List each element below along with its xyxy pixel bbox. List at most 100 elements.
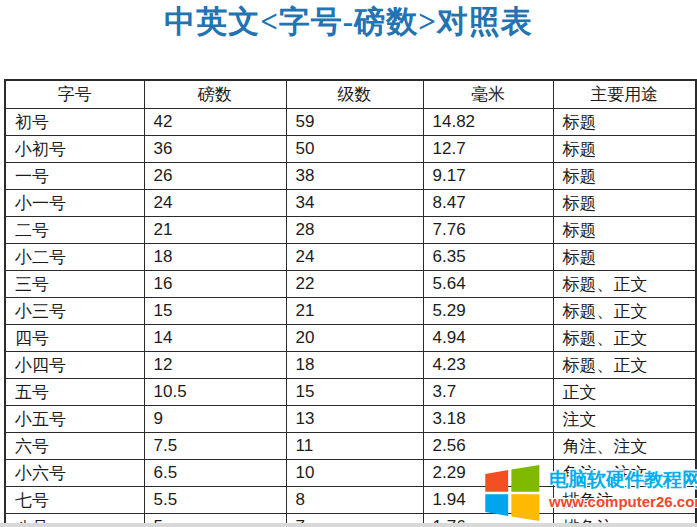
table-column-header: 磅数	[144, 80, 286, 109]
table-cell: 12	[144, 352, 286, 379]
table-cell: 三号	[5, 271, 144, 298]
table-cell: 5.64	[423, 271, 553, 298]
table-row: 小三号15215.29标题、正文	[5, 298, 696, 325]
table-cell: 14	[144, 325, 286, 352]
table-row: 小二号18246.35标题	[5, 244, 696, 271]
table-cell: 二号	[5, 217, 144, 244]
table-cell: 36	[144, 136, 286, 163]
table-cell: 7.76	[423, 217, 553, 244]
table-cell: 22	[286, 271, 423, 298]
table-cell: 18	[286, 352, 423, 379]
table-cell: 标题	[553, 109, 696, 136]
page-title: 中英文<字号-磅数>对照表	[0, 1, 697, 43]
windows-logo-icon	[479, 465, 545, 521]
table-cell: 正文	[553, 379, 696, 406]
watermark: 电脑软硬件教程网 www.computer26.com	[479, 465, 697, 521]
table-row: 三号16225.64标题、正文	[5, 271, 696, 298]
table-column-header: 毫米	[423, 80, 553, 109]
table-row: 小四号12184.23标题、正文	[5, 352, 696, 379]
table-cell: 8.47	[423, 190, 553, 217]
table-cell: 小二号	[5, 244, 144, 271]
table-row: 小五号9133.18注文	[5, 406, 696, 433]
table-cell: 20	[286, 325, 423, 352]
table-cell: 标题	[553, 244, 696, 271]
table-cell: 初号	[5, 109, 144, 136]
bottom-edge-strip	[0, 523, 697, 527]
table-cell: 五号	[5, 379, 144, 406]
table-cell: 6.35	[423, 244, 553, 271]
table-cell: 24	[144, 190, 286, 217]
table-cell: 6.5	[144, 460, 286, 487]
table-cell: 标题、正文	[553, 352, 696, 379]
table-cell: 一号	[5, 163, 144, 190]
table-cell: 50	[286, 136, 423, 163]
table-row: 二号21287.76标题	[5, 217, 696, 244]
table-cell: 标题	[553, 217, 696, 244]
table-cell: 小三号	[5, 298, 144, 325]
table-row: 小一号24348.47标题	[5, 190, 696, 217]
windows-logo-bottom-right	[511, 494, 539, 521]
watermark-url: www.computer26.com	[549, 494, 697, 511]
table-cell: 七号	[5, 487, 144, 514]
table-cell: 18	[144, 244, 286, 271]
table-cell: 小五号	[5, 406, 144, 433]
table-cell: 3.7	[423, 379, 553, 406]
table-header-row: 字号磅数级数毫米主要用途	[5, 80, 696, 109]
table-cell: 59	[286, 109, 423, 136]
table-cell: 7.5	[144, 433, 286, 460]
table-cell: 42	[144, 109, 286, 136]
table-cell: 15	[144, 298, 286, 325]
watermark-text: 电脑软硬件教程网 www.computer26.com	[549, 465, 697, 510]
table-row: 初号425914.82标题	[5, 109, 696, 136]
table-cell: 六号	[5, 433, 144, 460]
table-cell: 34	[286, 190, 423, 217]
table-row: 六号7.5112.56角注、注文	[5, 433, 696, 460]
table-cell: 28	[286, 217, 423, 244]
table-cell: 标题、正文	[553, 325, 696, 352]
table-cell: 四号	[5, 325, 144, 352]
table-cell: 12.7	[423, 136, 553, 163]
table-cell: 标题	[553, 190, 696, 217]
table-cell: 4.23	[423, 352, 553, 379]
table-cell: 21	[144, 217, 286, 244]
table-cell: 注文	[553, 406, 696, 433]
table-cell: 小四号	[5, 352, 144, 379]
table-cell: 4.94	[423, 325, 553, 352]
screenshot-root: 中英文<字号-磅数>对照表 字号磅数级数毫米主要用途 初号425914.82标题…	[0, 0, 697, 527]
font-size-comparison-table: 字号磅数级数毫米主要用途 初号425914.82标题小初号365012.7标题一…	[4, 79, 697, 527]
table-row: 四号14204.94标题、正文	[5, 325, 696, 352]
table-cell: 21	[286, 298, 423, 325]
table-cell: 10	[286, 460, 423, 487]
table-cell: 38	[286, 163, 423, 190]
table-cell: 小初号	[5, 136, 144, 163]
table-cell: 11	[286, 433, 423, 460]
table-cell: 标题、正文	[553, 271, 696, 298]
watermark-site-name: 电脑软硬件教程网	[549, 470, 697, 491]
table-cell: 9.17	[423, 163, 553, 190]
table-column-header: 主要用途	[553, 80, 696, 109]
table-cell: 24	[286, 244, 423, 271]
table-row: 小初号365012.7标题	[5, 136, 696, 163]
table-row: 一号26389.17标题	[5, 163, 696, 190]
table-cell: 5.5	[144, 487, 286, 514]
table-column-header: 字号	[5, 80, 144, 109]
table-cell: 5.29	[423, 298, 553, 325]
table-cell: 8	[286, 487, 423, 514]
table-cell: 2.56	[423, 433, 553, 460]
table-cell: 15	[286, 379, 423, 406]
table-cell: 角注、注文	[553, 433, 696, 460]
table-cell: 16	[144, 271, 286, 298]
table-row: 五号10.5153.7正文	[5, 379, 696, 406]
table-cell: 小一号	[5, 190, 144, 217]
table-cell: 10.5	[144, 379, 286, 406]
table-cell: 26	[144, 163, 286, 190]
table-cell: 标题、正文	[553, 298, 696, 325]
table-cell: 3.18	[423, 406, 553, 433]
table-cell: 小六号	[5, 460, 144, 487]
table-cell: 标题	[553, 163, 696, 190]
table-cell: 14.82	[423, 109, 553, 136]
windows-logo-top-right	[511, 465, 539, 492]
table-cell: 标题	[553, 136, 696, 163]
windows-logo-top-left	[485, 470, 508, 492]
table-cell: 9	[144, 406, 286, 433]
